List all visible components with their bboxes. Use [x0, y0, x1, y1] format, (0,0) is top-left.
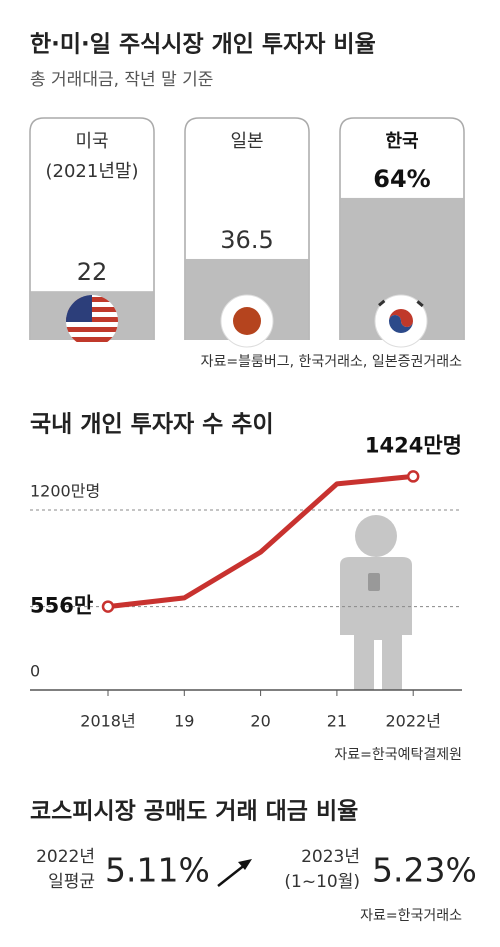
flag-jp	[220, 294, 274, 348]
chart-title: 국내 개인 투자자 수 추이	[30, 412, 274, 438]
source: 자료=블룸버그, 한국거래소, 일본증권거래소	[201, 354, 462, 370]
value-label: 556만	[30, 594, 93, 618]
line-series	[107, 473, 414, 610]
x-tick-label: 19	[174, 712, 194, 731]
arrow	[217, 859, 252, 887]
item-value: 5.11%	[105, 851, 210, 890]
value-label: 22	[77, 258, 108, 286]
x-tick-label: 21	[327, 712, 347, 731]
item-value: 5.23%	[372, 851, 477, 890]
category-label: 미국	[75, 131, 108, 152]
point	[406, 470, 420, 483]
card	[29, 117, 155, 340]
item-label: 2022년	[36, 847, 95, 867]
source: 자료=한국거래소	[360, 908, 462, 924]
line-chart: 0 1200만명 2018년 19 20 21 2022년 556만 1424만명	[30, 433, 462, 731]
category-label: 한국	[385, 131, 418, 152]
source: 자료=한국예탁결제원	[334, 747, 462, 763]
person-icon	[340, 515, 412, 690]
chart-title: 한·미·일 주식시장 개인 투자자 비율	[30, 32, 376, 58]
cards: 미국 (2021년말) 22 일본 36.5 한국 64%	[29, 117, 465, 340]
x-tick-label: 2022년	[385, 712, 440, 731]
value-label: 36.5	[220, 226, 273, 254]
x-tick-label: 2018년	[80, 712, 135, 731]
item-label: 2023년	[301, 847, 360, 867]
category-label: 일본	[230, 131, 263, 152]
category-note: (2021년말)	[46, 161, 139, 182]
flag-kr	[374, 294, 428, 348]
y-tick-label: 1200만명	[30, 482, 100, 501]
x-tick-label: 20	[250, 712, 270, 731]
chart-subtitle: 총 거래대금, 작년 말 기준	[30, 70, 213, 90]
point	[101, 600, 115, 613]
item-label: 일평균	[48, 872, 95, 892]
item-label: (1~10월)	[284, 872, 360, 892]
value-label: 1424만명	[365, 433, 462, 457]
value-label: 64%	[373, 165, 430, 193]
flag-us	[66, 295, 118, 347]
y-tick-label: 0	[30, 662, 40, 681]
section-title: 코스피시장 공매도 거래 대금 비율	[30, 799, 358, 825]
